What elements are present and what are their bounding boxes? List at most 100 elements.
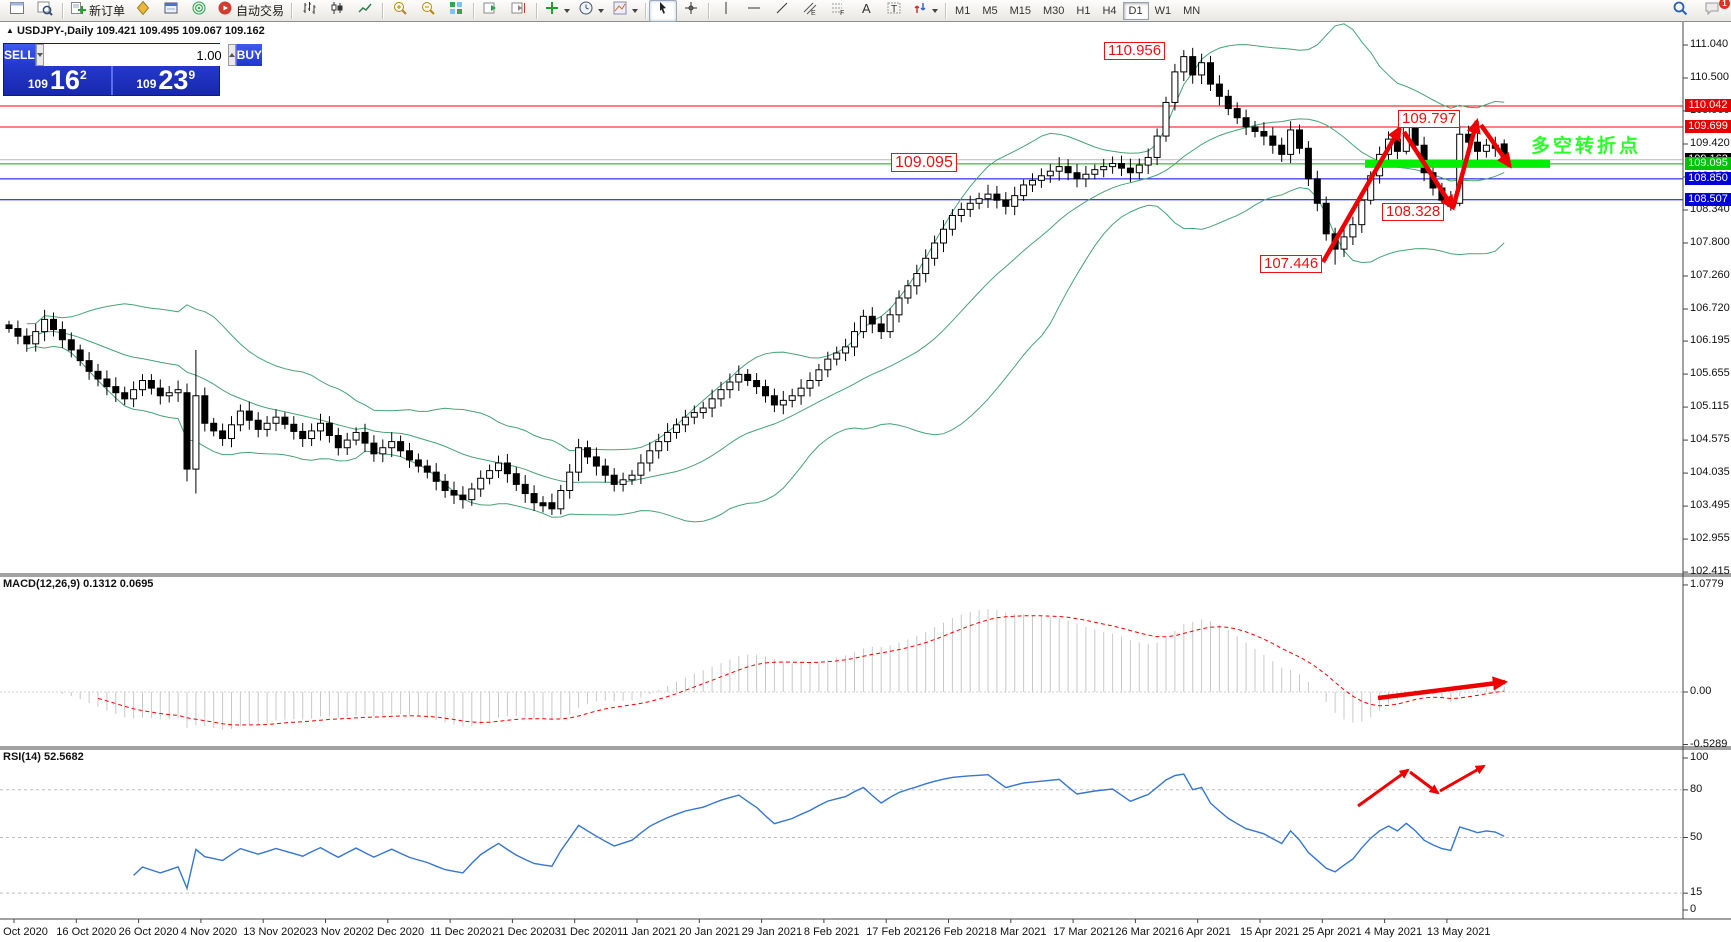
- volume-decrease-button[interactable]: [35, 44, 44, 66]
- sell-price[interactable]: 109 16 2: [4, 66, 111, 95]
- annotation-price-107446[interactable]: 107.446: [1260, 255, 1323, 273]
- volume-increase-button[interactable]: [227, 44, 236, 66]
- candle-body[interactable]: [931, 242, 939, 259]
- trend-arrow[interactable]: [1402, 130, 1455, 211]
- candle-body[interactable]: [334, 434, 342, 449]
- auto-scroll-button[interactable]: [477, 0, 505, 22]
- candle-body[interactable]: [851, 331, 858, 348]
- timeframe-h1-button[interactable]: H1: [1076, 4, 1091, 17]
- candle-body[interactable]: [904, 285, 912, 299]
- candle-body[interactable]: [272, 416, 280, 424]
- candle-body[interactable]: [1055, 166, 1063, 172]
- candle-body[interactable]: [1171, 71, 1179, 103]
- candle-body[interactable]: [1046, 170, 1054, 177]
- rsi-trend-arrow[interactable]: [1409, 770, 1440, 795]
- candle-body[interactable]: [165, 392, 173, 397]
- candle-body[interactable]: [690, 412, 698, 418]
- candle-body[interactable]: [628, 474, 636, 481]
- trend-arrow[interactable]: [1321, 125, 1402, 264]
- data-window-button[interactable]: [157, 0, 185, 22]
- candle-body[interactable]: [41, 318, 49, 333]
- candle-body[interactable]: [886, 314, 894, 333]
- candle-body[interactable]: [1296, 129, 1303, 149]
- new-order-button[interactable]: 新订单: [66, 0, 129, 22]
- candle-body[interactable]: [32, 331, 40, 345]
- text-label-button[interactable]: T: [880, 0, 908, 22]
- candle-body[interactable]: [1109, 163, 1117, 168]
- candle-body[interactable]: [1037, 175, 1045, 181]
- candle-body[interactable]: [557, 489, 565, 510]
- periods-button[interactable]: [574, 0, 608, 22]
- candle-body[interactable]: [770, 395, 778, 406]
- candle-body[interactable]: [459, 494, 467, 501]
- candle-body[interactable]: [1322, 202, 1330, 235]
- candle-body[interactable]: [815, 369, 823, 381]
- candle-body[interactable]: [655, 441, 663, 452]
- templates-button[interactable]: [608, 0, 642, 22]
- candle-body[interactable]: [1269, 135, 1277, 146]
- timeframe-m30-button[interactable]: M30: [1043, 4, 1065, 17]
- candle-body[interactable]: [1126, 167, 1134, 174]
- candle-body[interactable]: [521, 483, 529, 495]
- rsi-trend-arrow[interactable]: [1439, 764, 1486, 793]
- candle-body[interactable]: [1224, 95, 1232, 110]
- candle-body[interactable]: [726, 381, 734, 391]
- candle-body[interactable]: [1118, 163, 1125, 169]
- candle-body[interactable]: [1260, 130, 1268, 137]
- equidistant-channel-button[interactable]: E: [796, 0, 824, 22]
- candle-body[interactable]: [130, 389, 138, 400]
- timeframe-m5-button[interactable]: M5: [982, 4, 998, 17]
- candle-body[interactable]: [352, 431, 360, 441]
- candle-body[interactable]: [895, 297, 903, 316]
- candle-body[interactable]: [219, 430, 227, 440]
- buy-price[interactable]: 109 23 9: [110, 66, 220, 95]
- candle-body[interactable]: [575, 447, 583, 473]
- candle-body[interactable]: [139, 379, 146, 391]
- candle-body[interactable]: [744, 373, 752, 381]
- navigator-button[interactable]: [185, 0, 213, 22]
- candle-body[interactable]: [388, 441, 396, 449]
- candle-body[interactable]: [1029, 179, 1036, 186]
- trendline-button[interactable]: [768, 0, 796, 22]
- candle-body[interactable]: [1340, 236, 1348, 250]
- candle-body[interactable]: [1251, 126, 1259, 132]
- candle-body[interactable]: [940, 228, 947, 244]
- candle-body[interactable]: [975, 198, 983, 204]
- candle-body[interactable]: [512, 473, 520, 485]
- timeframe-h4-button[interactable]: H4: [1102, 4, 1117, 17]
- candle-body[interactable]: [1304, 147, 1312, 180]
- candlestick-chart-button[interactable]: [323, 0, 351, 22]
- candle-body[interactable]: [1242, 117, 1250, 128]
- candle-body[interactable]: [325, 422, 333, 436]
- candle-body[interactable]: [859, 315, 867, 333]
- candle-body[interactable]: [236, 410, 244, 426]
- candle-body[interactable]: [121, 392, 129, 400]
- candle-body[interactable]: [67, 339, 75, 351]
- candle-body[interactable]: [103, 378, 111, 388]
- annotation-price-109797[interactable]: 109.797: [1398, 110, 1461, 128]
- candle-body[interactable]: [1358, 199, 1366, 226]
- candle-body[interactable]: [1020, 184, 1028, 197]
- candle-body[interactable]: [1153, 135, 1161, 158]
- candle-body[interactable]: [833, 352, 841, 360]
- candle-body[interactable]: [842, 346, 850, 354]
- candle-body[interactable]: [147, 379, 155, 389]
- candle-body[interactable]: [913, 273, 921, 287]
- candle-body[interactable]: [58, 329, 66, 341]
- candle-body[interactable]: [397, 441, 405, 452]
- candle-body[interactable]: [1393, 138, 1401, 152]
- candle-body[interactable]: [1287, 129, 1295, 155]
- fibonacci-button[interactable]: F: [824, 0, 852, 22]
- candle-body[interactable]: [1482, 144, 1490, 152]
- volume-input[interactable]: [43, 44, 228, 66]
- candle-body[interactable]: [1180, 56, 1188, 73]
- candle-body[interactable]: [85, 360, 93, 372]
- candle-body[interactable]: [76, 349, 84, 362]
- candle-body[interactable]: [681, 416, 689, 426]
- candle-body[interactable]: [468, 488, 476, 501]
- sell-button[interactable]: SELL: [4, 44, 36, 66]
- candle-body[interactable]: [824, 358, 832, 371]
- timeframe-d1-button[interactable]: D1: [1122, 1, 1149, 20]
- candle-body[interactable]: [708, 398, 716, 409]
- collapse-triangle-icon[interactable]: ▲: [6, 26, 14, 35]
